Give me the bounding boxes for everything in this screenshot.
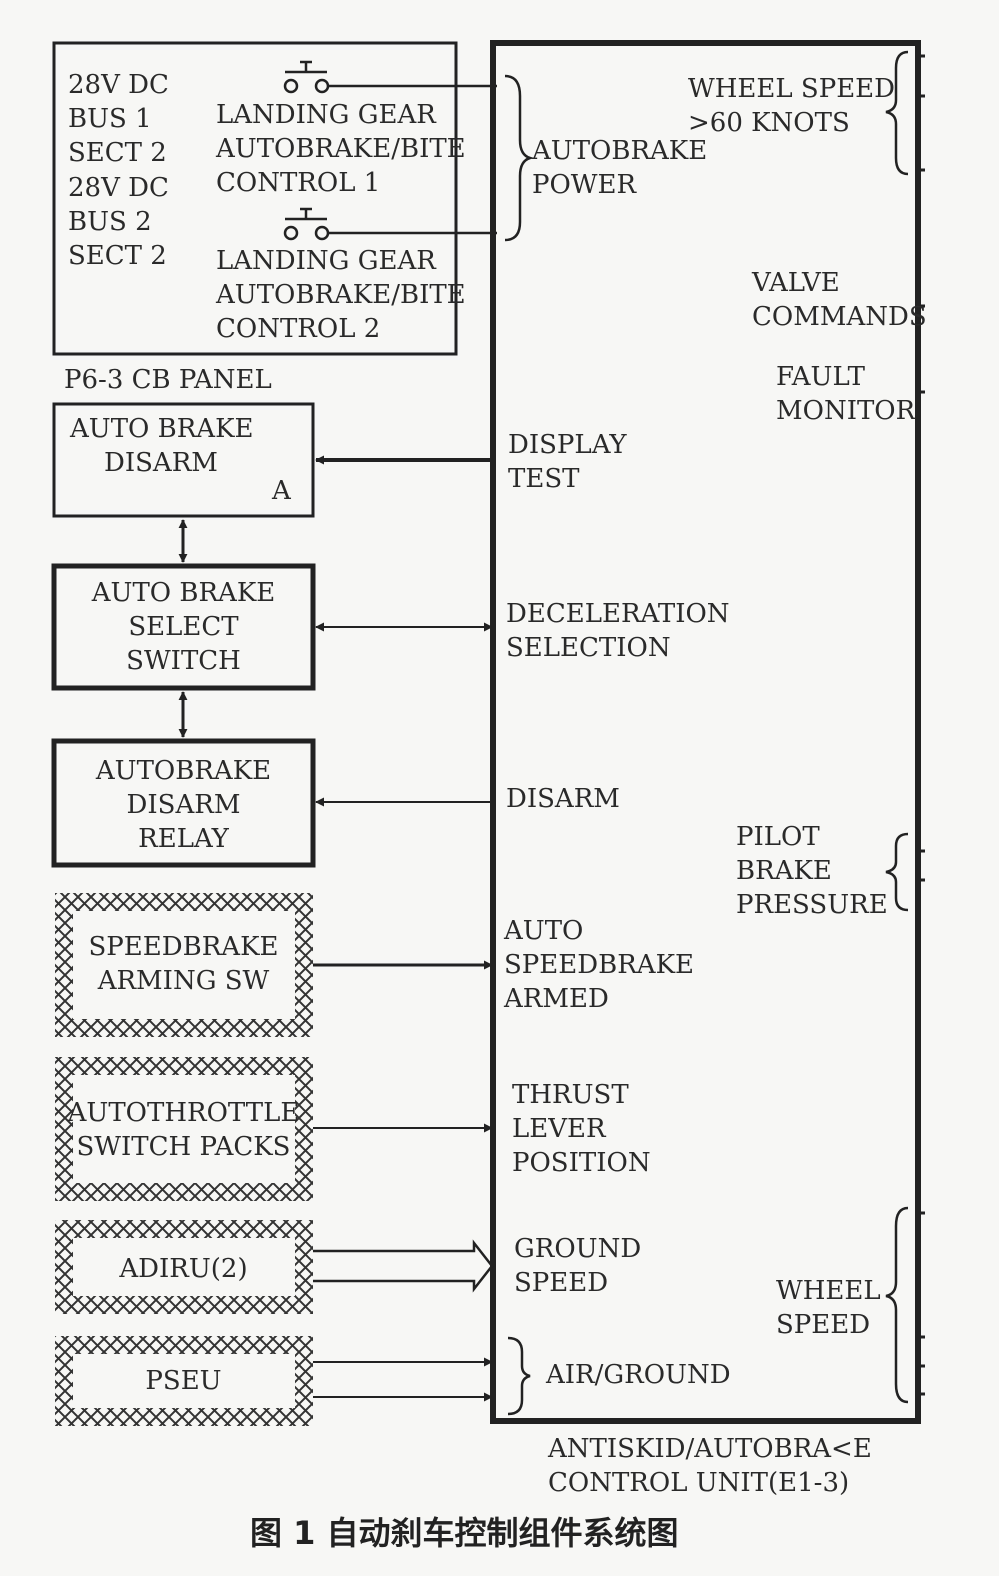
display-test-line-1: DISPLAY: [508, 430, 627, 460]
autobrake-select-switch-box: [51, 563, 316, 691]
pseu-label: PSEU: [145, 1366, 222, 1396]
bus1-line-1: 28V DC: [68, 70, 169, 100]
adiru-hatched-box: [55, 1220, 313, 1314]
figure-caption: 图 1 自动刹车控制组件系统图: [250, 1514, 679, 1552]
breaker-1-symbol: [283, 60, 497, 94]
breaker2-line-1: LANDING GEAR: [216, 246, 436, 276]
adiru-label: ADIRU(2): [119, 1254, 248, 1284]
wheel-speed-60-brace: [885, 50, 909, 176]
breaker2-line-3: CONTROL 2: [216, 314, 381, 344]
ground-speed-line-1: GROUND: [514, 1234, 642, 1264]
valve-commands-line-1: VALVE: [752, 268, 840, 298]
bus2-line-1: 28V DC: [68, 173, 169, 203]
fault-monitor-line-2: MONITOR: [776, 396, 916, 426]
wheel-speed-brace: [885, 1206, 909, 1404]
cb-panel-title: P6-3 CB PANEL: [64, 365, 272, 395]
thrust-lever-line-1: THRUST: [512, 1080, 629, 1110]
right-edge-ticks: [918, 54, 925, 1396]
disarm-light-line-1: AUTO BRAKE: [70, 414, 254, 444]
autobrake-disarm-light-box: [52, 402, 315, 518]
wheel-speed-line-1: WHEEL: [776, 1276, 881, 1306]
fault-monitor-line-1: FAULT: [776, 362, 865, 392]
breaker-2-symbol: [283, 207, 497, 241]
disarm-relay-line-1: AUTOBRAKE: [95, 756, 272, 786]
deceleration-line-1: DECELERATION: [506, 599, 730, 629]
pilot-brake-line-3: PRESSURE: [736, 890, 888, 920]
wheel-speed-line-2: SPEED: [776, 1310, 871, 1340]
pseu-hatched-box: [55, 1336, 313, 1426]
air-ground-brace: [507, 1336, 531, 1416]
control-unit-label-line-1: ANTISKID/AUTOBRA<E: [548, 1434, 872, 1464]
autobrake-disarm-relay-box: [51, 738, 316, 868]
wheel-speed-60-line-2: >60 KNOTS: [688, 108, 850, 138]
auto-speedbrake-line-3: ARMED: [504, 984, 609, 1014]
pilot-brake-line-1: PILOT: [736, 822, 820, 852]
ground-speed-line-2: SPEED: [514, 1268, 609, 1298]
select-switch-line-3: SWITCH: [126, 646, 241, 676]
breaker2-line-2: AUTOBRAKE/BITE: [216, 280, 466, 310]
breaker1-line-1: LANDING GEAR: [216, 100, 436, 130]
disarm-light-line-2: DISARM: [104, 448, 218, 478]
select-switch-line-2: SELECT: [128, 612, 239, 642]
valve-commands-line-2: COMMANDS: [752, 302, 927, 332]
bus1-line-2: BUS 1: [68, 104, 152, 134]
breaker1-line-2: AUTOBRAKE/BITE: [216, 134, 466, 164]
auto-speedbrake-line-2: SPEEDBRAKE: [504, 950, 694, 980]
pilot-brake-line-2: BRAKE: [736, 856, 832, 886]
display-test-line-2: TEST: [508, 464, 580, 494]
cb-panel-box: [52, 41, 458, 356]
auto-speedbrake-line-1: AUTO: [504, 916, 584, 946]
autothrottle-line-2: SWITCH PACKS: [76, 1132, 291, 1162]
speedbrake-arming-hatched-box: [55, 893, 313, 1037]
disarm-relay-line-2: DISARM: [126, 790, 241, 820]
control-unit-box: [490, 40, 921, 1424]
pilot-brake-brace: [885, 832, 909, 912]
autothrottle-line-1: AUTOTHROTTLE: [67, 1098, 300, 1128]
select-switch-line-1: AUTO BRAKE: [91, 578, 276, 608]
ground-speed-bus-arrow: [313, 1239, 494, 1293]
disarm-relay-line-3: RELAY: [138, 824, 229, 854]
thrust-lever-line-2: LEVER: [512, 1114, 606, 1144]
air-ground-label: AIR/GROUND: [546, 1360, 731, 1390]
autothrottle-hatched-box: [55, 1057, 313, 1201]
autobrake-power-brace: [504, 74, 535, 242]
speedbrake-line-2: ARMING SW: [97, 966, 270, 996]
deceleration-line-2: SELECTION: [506, 633, 671, 663]
disarm-light-tag: A: [272, 476, 291, 506]
autobrake-power-line-1: AUTOBRAKE: [532, 136, 708, 166]
wheel-speed-60-line-1: WHEEL SPEED: [688, 74, 895, 104]
bus1-line-3: SECT 2: [68, 138, 167, 168]
speedbrake-line-1: SPEEDBRAKE: [88, 932, 279, 962]
thrust-lever-line-3: POSITION: [512, 1148, 651, 1178]
bus2-line-3: SECT 2: [68, 241, 167, 271]
disarm-signal-label: DISARM: [506, 784, 620, 814]
bus2-line-2: BUS 2: [68, 207, 152, 237]
breaker1-line-3: CONTROL 1: [216, 168, 381, 198]
autobrake-power-line-2: POWER: [532, 170, 637, 200]
control-unit-label-line-2: CONTROL UNIT(E1-3): [548, 1468, 850, 1498]
